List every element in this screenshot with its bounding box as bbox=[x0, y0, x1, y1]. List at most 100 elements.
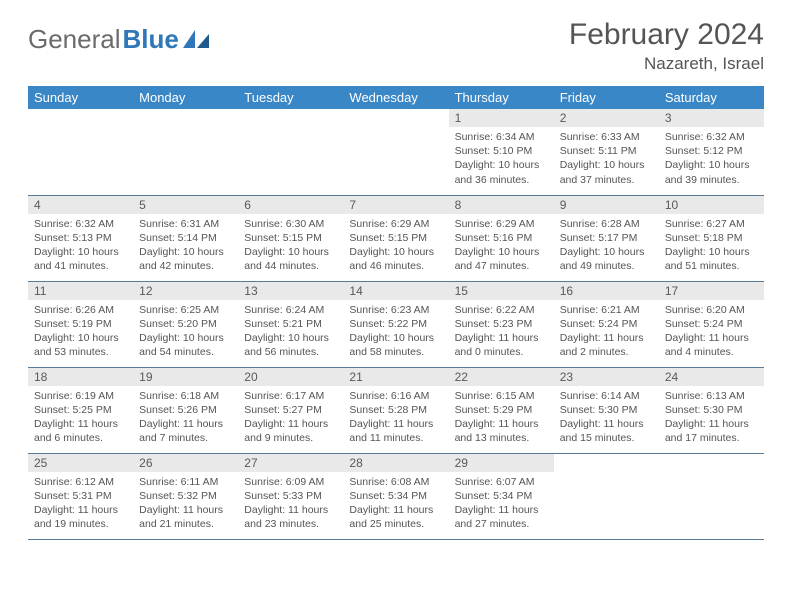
sunset-line: Sunset: 5:26 PM bbox=[139, 403, 232, 417]
day-details: Sunrise: 6:12 AMSunset: 5:31 PMDaylight:… bbox=[28, 472, 133, 536]
sunset-line: Sunset: 5:12 PM bbox=[665, 144, 758, 158]
sunrise-line: Sunrise: 6:17 AM bbox=[244, 389, 337, 403]
daylight-line: Daylight: 10 hours and 51 minutes. bbox=[665, 245, 758, 273]
sunrise-line: Sunrise: 6:12 AM bbox=[34, 475, 127, 489]
sunrise-line: Sunrise: 6:11 AM bbox=[139, 475, 232, 489]
day-number: 19 bbox=[133, 368, 238, 386]
day-details: Sunrise: 6:21 AMSunset: 5:24 PMDaylight:… bbox=[554, 300, 659, 364]
empty-cell bbox=[238, 109, 343, 195]
sunrise-line: Sunrise: 6:16 AM bbox=[349, 389, 442, 403]
day-details: Sunrise: 6:13 AMSunset: 5:30 PMDaylight:… bbox=[659, 386, 764, 450]
day-4: 4Sunrise: 6:32 AMSunset: 5:13 PMDaylight… bbox=[28, 195, 133, 281]
daylight-line: Daylight: 10 hours and 44 minutes. bbox=[244, 245, 337, 273]
sunset-line: Sunset: 5:16 PM bbox=[455, 231, 548, 245]
day-number: 3 bbox=[659, 109, 764, 127]
day-number: 21 bbox=[343, 368, 448, 386]
sunrise-line: Sunrise: 6:08 AM bbox=[349, 475, 442, 489]
daylight-line: Daylight: 11 hours and 11 minutes. bbox=[349, 417, 442, 445]
day-number: 2 bbox=[554, 109, 659, 127]
sunrise-line: Sunrise: 6:30 AM bbox=[244, 217, 337, 231]
day-details: Sunrise: 6:24 AMSunset: 5:21 PMDaylight:… bbox=[238, 300, 343, 364]
sunrise-line: Sunrise: 6:28 AM bbox=[560, 217, 653, 231]
month-title: February 2024 bbox=[569, 18, 764, 52]
empty-cell bbox=[28, 109, 133, 195]
day-number: 27 bbox=[238, 454, 343, 472]
day-details: Sunrise: 6:32 AMSunset: 5:12 PMDaylight:… bbox=[659, 127, 764, 191]
daylight-line: Daylight: 11 hours and 7 minutes. bbox=[139, 417, 232, 445]
day-number: 15 bbox=[449, 282, 554, 300]
day-details: Sunrise: 6:34 AMSunset: 5:10 PMDaylight:… bbox=[449, 127, 554, 191]
empty-cell bbox=[133, 109, 238, 195]
day-number: 26 bbox=[133, 454, 238, 472]
day-details: Sunrise: 6:27 AMSunset: 5:18 PMDaylight:… bbox=[659, 214, 764, 278]
day-details: Sunrise: 6:28 AMSunset: 5:17 PMDaylight:… bbox=[554, 214, 659, 278]
daylight-line: Daylight: 11 hours and 9 minutes. bbox=[244, 417, 337, 445]
weekday-sunday: Sunday bbox=[28, 86, 133, 109]
day-15: 15Sunrise: 6:22 AMSunset: 5:23 PMDayligh… bbox=[449, 281, 554, 367]
day-details: Sunrise: 6:09 AMSunset: 5:33 PMDaylight:… bbox=[238, 472, 343, 536]
day-details: Sunrise: 6:19 AMSunset: 5:25 PMDaylight:… bbox=[28, 386, 133, 450]
sunrise-line: Sunrise: 6:14 AM bbox=[560, 389, 653, 403]
sunset-line: Sunset: 5:30 PM bbox=[665, 403, 758, 417]
sunrise-line: Sunrise: 6:15 AM bbox=[455, 389, 548, 403]
daylight-line: Daylight: 10 hours and 46 minutes. bbox=[349, 245, 442, 273]
sunset-line: Sunset: 5:19 PM bbox=[34, 317, 127, 331]
day-details: Sunrise: 6:17 AMSunset: 5:27 PMDaylight:… bbox=[238, 386, 343, 450]
sunset-line: Sunset: 5:24 PM bbox=[665, 317, 758, 331]
day-3: 3Sunrise: 6:32 AMSunset: 5:12 PMDaylight… bbox=[659, 109, 764, 195]
sunset-line: Sunset: 5:13 PM bbox=[34, 231, 127, 245]
sunset-line: Sunset: 5:21 PM bbox=[244, 317, 337, 331]
day-number: 23 bbox=[554, 368, 659, 386]
sunrise-line: Sunrise: 6:24 AM bbox=[244, 303, 337, 317]
weekday-thursday: Thursday bbox=[449, 86, 554, 109]
day-28: 28Sunrise: 6:08 AMSunset: 5:34 PMDayligh… bbox=[343, 453, 448, 539]
sunset-line: Sunset: 5:31 PM bbox=[34, 489, 127, 503]
daylight-line: Daylight: 10 hours and 37 minutes. bbox=[560, 158, 653, 186]
day-6: 6Sunrise: 6:30 AMSunset: 5:15 PMDaylight… bbox=[238, 195, 343, 281]
empty-cell bbox=[554, 453, 659, 539]
day-number: 4 bbox=[28, 196, 133, 214]
day-number: 13 bbox=[238, 282, 343, 300]
logo-text-1: General bbox=[28, 24, 121, 55]
sunrise-line: Sunrise: 6:34 AM bbox=[455, 130, 548, 144]
sunrise-line: Sunrise: 6:32 AM bbox=[665, 130, 758, 144]
empty-cell bbox=[343, 109, 448, 195]
day-8: 8Sunrise: 6:29 AMSunset: 5:16 PMDaylight… bbox=[449, 195, 554, 281]
calendar-row: 18Sunrise: 6:19 AMSunset: 5:25 PMDayligh… bbox=[28, 367, 764, 453]
daylight-line: Daylight: 10 hours and 53 minutes. bbox=[34, 331, 127, 359]
day-1: 1Sunrise: 6:34 AMSunset: 5:10 PMDaylight… bbox=[449, 109, 554, 195]
sunset-line: Sunset: 5:33 PM bbox=[244, 489, 337, 503]
daylight-line: Daylight: 10 hours and 41 minutes. bbox=[34, 245, 127, 273]
sunset-line: Sunset: 5:28 PM bbox=[349, 403, 442, 417]
day-24: 24Sunrise: 6:13 AMSunset: 5:30 PMDayligh… bbox=[659, 367, 764, 453]
day-details: Sunrise: 6:18 AMSunset: 5:26 PMDaylight:… bbox=[133, 386, 238, 450]
day-number: 20 bbox=[238, 368, 343, 386]
daylight-line: Daylight: 11 hours and 4 minutes. bbox=[665, 331, 758, 359]
daylight-line: Daylight: 11 hours and 19 minutes. bbox=[34, 503, 127, 531]
day-number: 28 bbox=[343, 454, 448, 472]
header: GeneralBlue February 2024 Nazareth, Isra… bbox=[28, 18, 764, 74]
day-17: 17Sunrise: 6:20 AMSunset: 5:24 PMDayligh… bbox=[659, 281, 764, 367]
day-details: Sunrise: 6:29 AMSunset: 5:16 PMDaylight:… bbox=[449, 214, 554, 278]
daylight-line: Daylight: 11 hours and 13 minutes. bbox=[455, 417, 548, 445]
sunset-line: Sunset: 5:15 PM bbox=[349, 231, 442, 245]
daylight-line: Daylight: 10 hours and 54 minutes. bbox=[139, 331, 232, 359]
day-number: 16 bbox=[554, 282, 659, 300]
title-block: February 2024 Nazareth, Israel bbox=[569, 18, 764, 74]
logo: GeneralBlue bbox=[28, 18, 209, 55]
day-number: 6 bbox=[238, 196, 343, 214]
day-16: 16Sunrise: 6:21 AMSunset: 5:24 PMDayligh… bbox=[554, 281, 659, 367]
sunset-line: Sunset: 5:11 PM bbox=[560, 144, 653, 158]
day-25: 25Sunrise: 6:12 AMSunset: 5:31 PMDayligh… bbox=[28, 453, 133, 539]
daylight-line: Daylight: 11 hours and 17 minutes. bbox=[665, 417, 758, 445]
sunrise-line: Sunrise: 6:09 AM bbox=[244, 475, 337, 489]
day-details: Sunrise: 6:29 AMSunset: 5:15 PMDaylight:… bbox=[343, 214, 448, 278]
day-number: 11 bbox=[28, 282, 133, 300]
sunset-line: Sunset: 5:30 PM bbox=[560, 403, 653, 417]
sunset-line: Sunset: 5:34 PM bbox=[455, 489, 548, 503]
day-12: 12Sunrise: 6:25 AMSunset: 5:20 PMDayligh… bbox=[133, 281, 238, 367]
calendar-row: 1Sunrise: 6:34 AMSunset: 5:10 PMDaylight… bbox=[28, 109, 764, 195]
daylight-line: Daylight: 11 hours and 0 minutes. bbox=[455, 331, 548, 359]
sunrise-line: Sunrise: 6:29 AM bbox=[349, 217, 442, 231]
day-number: 18 bbox=[28, 368, 133, 386]
